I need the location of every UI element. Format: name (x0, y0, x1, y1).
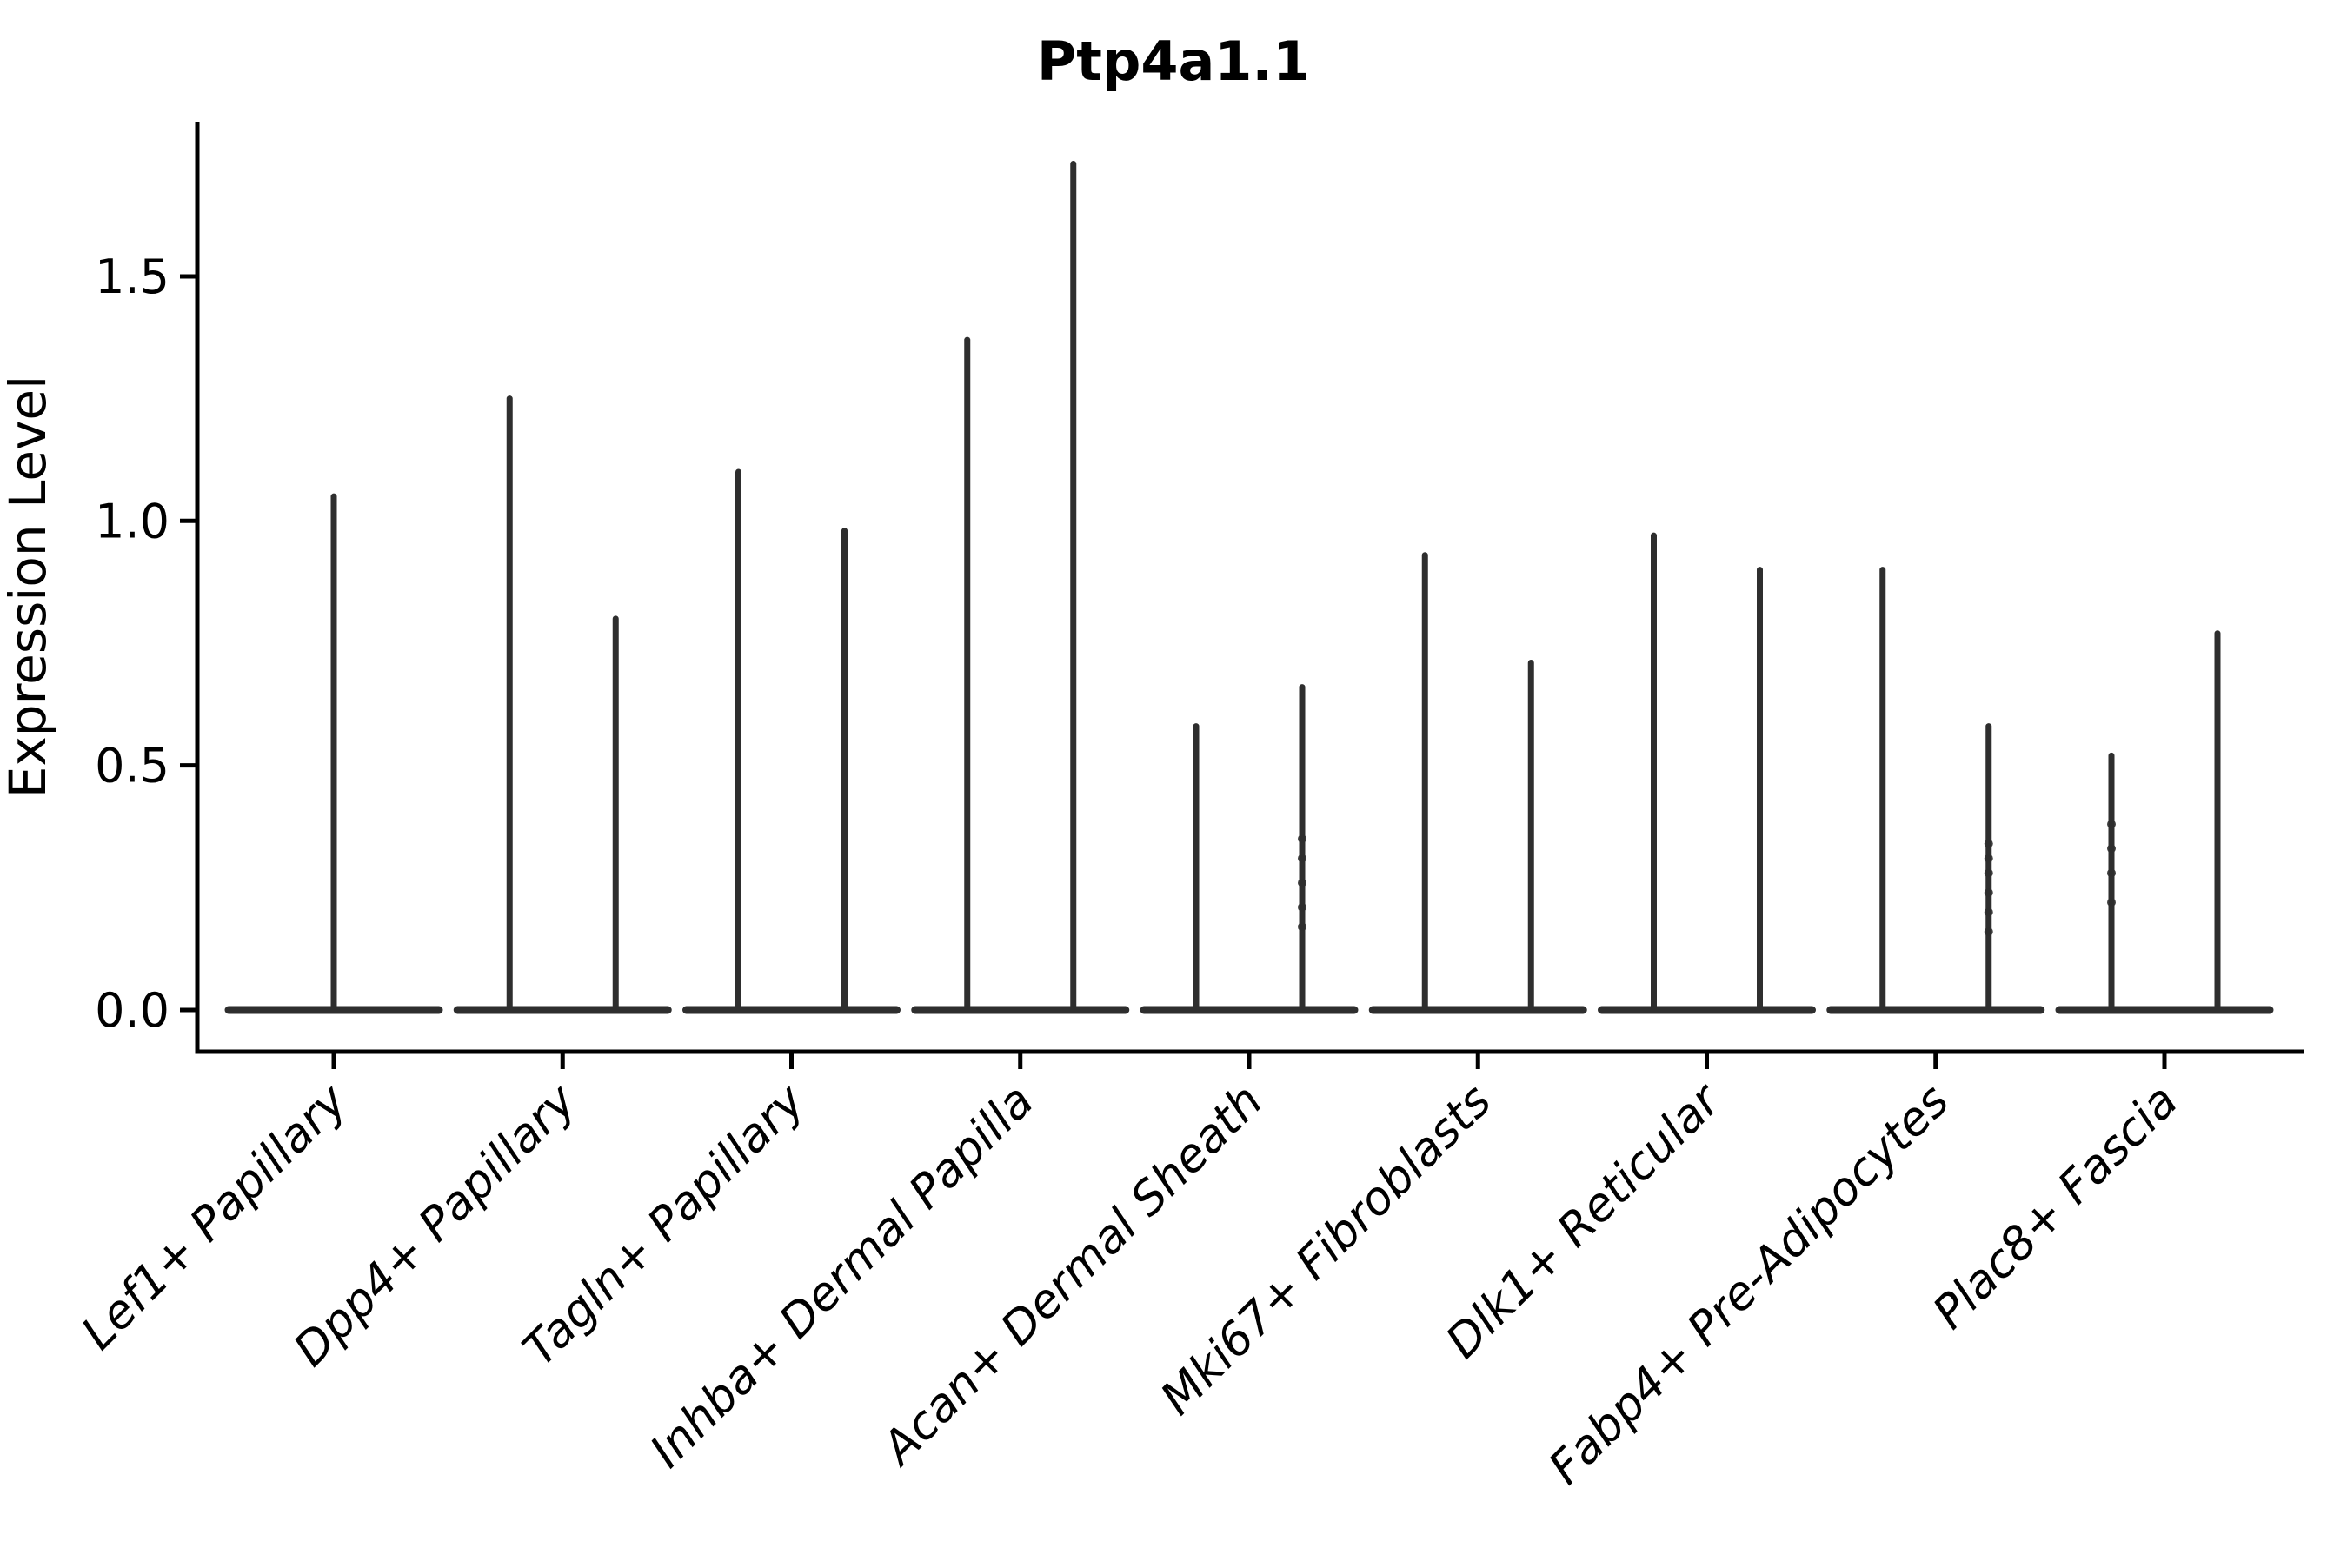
x-tick-label: Fabp4+ Pre-Adipocytes (1539, 1074, 1959, 1495)
jitter-dot (1298, 922, 1306, 932)
jitter-dot (2107, 820, 2116, 829)
chart-title: Ptp4a1.1 (1037, 30, 1310, 93)
x-tick-label: Acan+ Dermal Sheath (871, 1074, 1273, 1477)
x-tick-label: Plac8+ Fascia (1923, 1074, 2188, 1339)
jitter-dot (1298, 854, 1306, 863)
x-tick-label: Inhba+ Dermal Papilla (641, 1074, 1044, 1478)
y-axis-label: Expression Level (0, 375, 57, 798)
jitter-dot (1984, 854, 1993, 863)
jitter-dot (1984, 927, 1993, 936)
jitter-dot (2107, 898, 2116, 907)
y-tick-label: 0.5 (95, 739, 170, 794)
jitter-dot (1984, 907, 1993, 917)
jitter-dot (1984, 868, 1993, 878)
jitter-dot (2107, 868, 2116, 878)
y-axis: 0.0 0.5 1.0 1.5 (95, 249, 197, 1038)
y-tick-label: 1.0 (95, 494, 170, 548)
jitter-dot (1298, 902, 1306, 912)
violins-layer (224, 161, 2274, 1014)
jitter-dot (1298, 878, 1306, 887)
jitter-dot (1984, 887, 1993, 897)
y-tick-label: 0.0 (95, 983, 170, 1038)
jitter-dot (1298, 834, 1306, 844)
y-tick-label: 1.5 (95, 249, 170, 304)
jitter-dot (1984, 839, 1993, 848)
jitter-dot (2107, 844, 2116, 854)
